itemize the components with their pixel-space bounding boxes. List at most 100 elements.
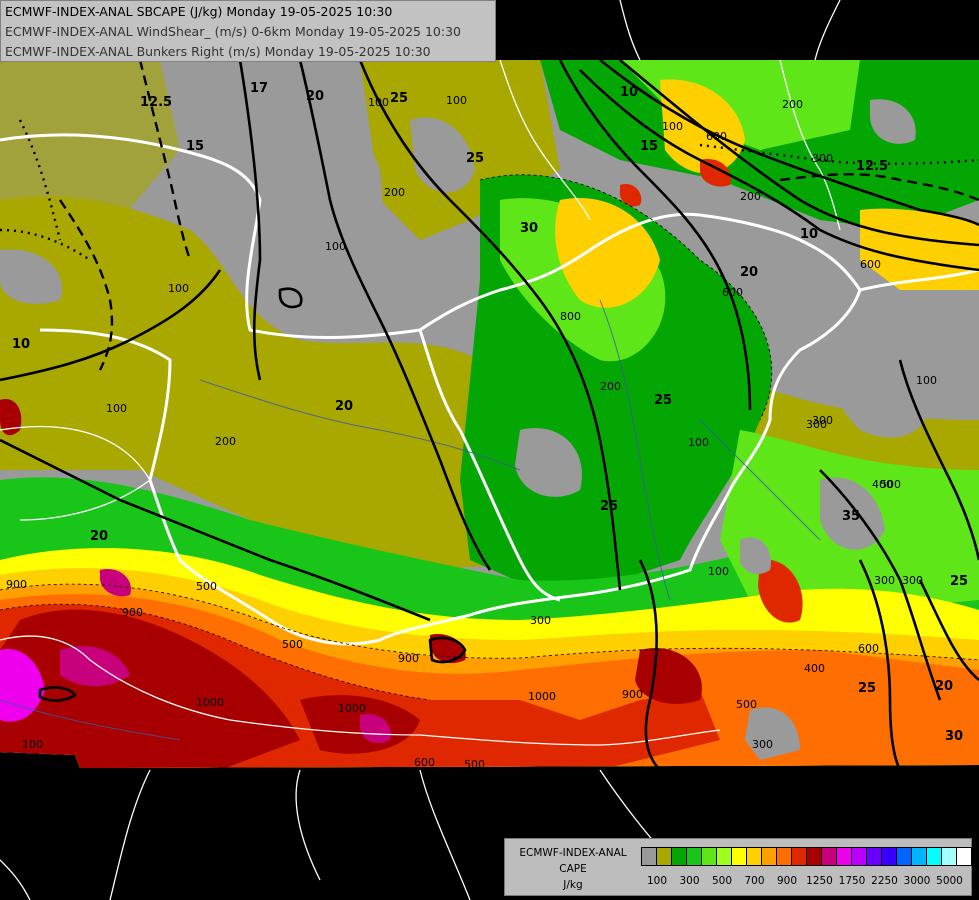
cape-label: 100	[368, 96, 389, 109]
cape-label: 200	[384, 186, 405, 199]
cape-label: 300	[530, 614, 551, 627]
legend-swatch	[866, 847, 882, 866]
cape-label: 1000	[338, 702, 366, 715]
cape-label: 100	[916, 374, 937, 387]
legend-swatch	[851, 847, 867, 866]
rivers	[0, 299, 821, 741]
shear-label: 20	[935, 679, 953, 694]
cape-label: 300	[874, 574, 895, 587]
cape-label: 100	[662, 120, 683, 133]
map-header: ECMWF-INDEX-ANAL SBCAPE (J/kg) Monday 19…	[0, 0, 496, 62]
wind-shear-contours	[0, 58, 979, 771]
bunkers-dotted-contours	[0, 119, 979, 261]
country-borders	[0, 133, 979, 646]
cape-label: 500	[464, 758, 485, 771]
shear-label: 20	[306, 89, 324, 104]
cape-label: 400	[872, 478, 893, 491]
legend-swatch	[911, 847, 927, 866]
legend-tick-label: 5000	[936, 875, 963, 887]
legend-tick-label: 100	[646, 875, 668, 887]
legend-swatch	[806, 847, 822, 866]
legend-swatch	[776, 847, 792, 866]
legend-swatch	[821, 847, 837, 866]
shear-label: 25	[950, 574, 968, 589]
legend-swatch	[836, 847, 852, 866]
cape-label: 300	[812, 152, 833, 165]
legend-tick-label: 300	[679, 875, 700, 887]
cape-label: 400	[804, 662, 825, 675]
cape-label: 900	[398, 652, 419, 665]
legend-swatch	[941, 847, 957, 866]
cape-label: 300	[806, 418, 827, 431]
shear-label: 25	[858, 681, 876, 696]
shear-label: 12.5	[856, 159, 888, 174]
cape-label: 900	[6, 578, 27, 591]
shear-label: 12.5	[140, 95, 172, 110]
legend-swatch	[761, 847, 777, 866]
cape-label: 100	[446, 94, 467, 107]
cape-label: 800	[560, 310, 581, 323]
legend-tick-label: 700	[744, 875, 765, 887]
shear-label: 30	[945, 729, 963, 744]
legend-swatch	[896, 847, 912, 866]
legend-swatch	[701, 847, 717, 866]
bunkers-dashed-contours	[59, 59, 979, 371]
cape-label: 100	[688, 436, 709, 449]
legend-swatch	[656, 847, 672, 866]
shear-label: 25	[466, 151, 484, 166]
legend-swatch	[746, 847, 762, 866]
legend-swatch	[956, 847, 972, 866]
cape-label: 200	[740, 190, 761, 203]
cape-thin-contours	[0, 174, 979, 701]
cape-label: 900	[622, 688, 643, 701]
cape-label: 500	[282, 638, 303, 651]
cape-label: 600	[706, 130, 727, 143]
shear-labels: 10 12.5 15 17 20 20 25 25 30 35 25 10 12…	[12, 81, 968, 744]
shear-label: 35	[842, 509, 860, 524]
cape-label: 600	[860, 258, 881, 271]
cape-label: 900	[122, 606, 143, 619]
legend-tick-label: 2250	[871, 875, 898, 887]
cape-label: 100	[325, 240, 346, 253]
legend-tick-label: 3000	[903, 875, 931, 887]
legend-swatch	[731, 847, 747, 866]
shear-label: 10	[620, 85, 638, 100]
cape-label: 1000	[196, 696, 224, 709]
legend-swatch	[791, 847, 807, 866]
legend-swatch	[686, 847, 702, 866]
cape-legend: ECMWF-INDEX-ANAL CAPE J/kg 100 300 500 700 9…	[504, 838, 972, 896]
legend-variable: CAPE	[559, 863, 587, 875]
cape-label: 600	[858, 642, 879, 655]
legend-swatch	[716, 847, 732, 866]
cape-label: 100	[708, 565, 729, 578]
shear-label: 30	[520, 221, 538, 236]
shear-label: 20	[740, 265, 758, 280]
cape-label: 500	[196, 580, 217, 593]
cape-label: 1000	[528, 690, 556, 703]
cape-label: 200	[782, 98, 803, 111]
shear-label: 25	[600, 499, 618, 514]
legend-swatch	[641, 847, 657, 866]
cape-label: 300	[902, 574, 923, 587]
cape-label: 300	[752, 738, 773, 751]
shear-label: 15	[186, 139, 204, 154]
cape-label: 200	[215, 435, 236, 448]
shear-label: 20	[90, 529, 108, 544]
cape-label: 100	[106, 402, 127, 415]
cape-label: 600	[722, 286, 743, 299]
cape-label: 600	[414, 756, 435, 769]
title-bunkers: ECMWF-INDEX-ANAL Bunkers Right (m/s) Mon…	[5, 44, 431, 59]
cape-label: 500	[880, 478, 901, 491]
cape-label: 300	[812, 414, 833, 427]
title-windshear: ECMWF-INDEX-ANAL WindShear_ (m/s) 0-6km …	[5, 24, 461, 39]
shear-label: 25	[390, 91, 408, 106]
legend-swatch	[881, 847, 897, 866]
cape-labels: 100 100 200 100 100 200 100 100 200 200 …	[6, 94, 937, 771]
cape-label: 100	[168, 282, 189, 295]
legend-tick-label: 1250	[806, 875, 833, 887]
shear-label: 20	[335, 399, 353, 414]
cape-label: 100	[22, 738, 43, 751]
shear-label: 17	[250, 81, 268, 96]
thin-borders	[0, 0, 841, 900]
